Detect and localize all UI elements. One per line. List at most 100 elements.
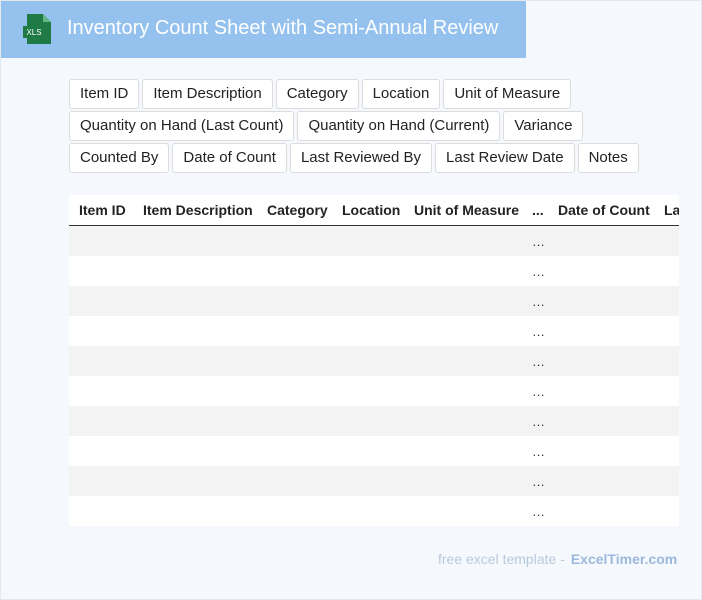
field-chip[interactable]: Variance [503, 111, 584, 141]
table-row: … [69, 436, 679, 466]
table-cell [548, 496, 654, 526]
table-cell [548, 466, 654, 496]
table-row: … [69, 496, 679, 526]
table-cell [332, 496, 404, 526]
table-row: … [69, 406, 679, 436]
table-cell [257, 376, 332, 406]
table-cell [133, 436, 257, 466]
table-row: … [69, 256, 679, 286]
table-cell [133, 406, 257, 436]
table-cell [69, 225, 133, 256]
table-cell [332, 225, 404, 256]
table-cell [654, 436, 679, 466]
ellipsis-cell: … [522, 225, 548, 256]
table-cell [654, 346, 679, 376]
table-cell [332, 406, 404, 436]
field-chip[interactable]: Category [275, 79, 359, 109]
table-cell [404, 286, 522, 316]
header-row: Item ID Item Description Category Location U… [69, 195, 679, 226]
footer: free excel template - ExcelTimer.com [438, 551, 677, 567]
table-cell [332, 466, 404, 496]
icon-label: XLS [26, 28, 41, 37]
table-cell [257, 225, 332, 256]
table-cell [654, 406, 679, 436]
table-cell [654, 316, 679, 346]
header: XLS Inventory Count Sheet with Semi-Annu… [1, 1, 526, 58]
field-chip[interactable]: Item Description [142, 79, 273, 109]
ellipsis-cell: … [522, 436, 548, 466]
table-cell [654, 225, 679, 256]
table-cell [548, 256, 654, 286]
table-cell [548, 406, 654, 436]
table-row: … [69, 376, 679, 406]
footer-text: free excel template - [438, 551, 565, 567]
field-chip[interactable]: Quantity on Hand (Last Count) [69, 111, 295, 141]
field-chip[interactable]: Date of Count [172, 143, 287, 173]
table-cell [404, 466, 522, 496]
ellipsis-cell: … [522, 466, 548, 496]
title: Inventory Count Sheet with Semi-Annual R… [67, 17, 499, 39]
ellipsis-cell: … [522, 286, 548, 316]
ellipsis-cell: … [522, 346, 548, 376]
column-header: Category [257, 195, 332, 226]
ellipsis-cell: … [522, 406, 548, 436]
column-header: Unit of Measure [404, 195, 522, 226]
table-cell [404, 376, 522, 406]
table-cell [404, 406, 522, 436]
ellipsis-cell: … [522, 496, 548, 526]
table-cell [332, 346, 404, 376]
table-row: … [69, 316, 679, 346]
ellipsis-cell: … [522, 256, 548, 286]
table-cell [257, 406, 332, 436]
table: Item ID Item Description Category Location U… [69, 195, 679, 526]
field-chip[interactable]: Quantity on Hand (Current) [297, 111, 501, 141]
table-cell [257, 496, 332, 526]
table-cell [404, 346, 522, 376]
table-cell [257, 436, 332, 466]
table-cell [548, 346, 654, 376]
table-cell [133, 225, 257, 256]
table-row: … [69, 466, 679, 496]
table-cell [332, 256, 404, 286]
field-chip[interactable]: Unit of Measure [443, 79, 572, 109]
table-cell [69, 286, 133, 316]
table-cell [548, 225, 654, 256]
table-cell [133, 346, 257, 376]
column-header: Item ID [69, 195, 133, 226]
table-cell [548, 436, 654, 466]
table-cell [654, 466, 679, 496]
table-cell [133, 496, 257, 526]
field-chip[interactable]: Last Reviewed By [289, 143, 433, 173]
table-cell [654, 376, 679, 406]
field-chip[interactable]: Counted By [69, 143, 170, 173]
xls-icon: XLS [23, 14, 51, 44]
table-cell [654, 286, 679, 316]
table-cell [332, 316, 404, 346]
table-cell [654, 256, 679, 286]
table-cell [257, 346, 332, 376]
table-cell [257, 286, 332, 316]
table-cell [257, 256, 332, 286]
table-cell [548, 316, 654, 346]
column-header: Last Reviewed By [654, 195, 679, 226]
table-cell [548, 376, 654, 406]
table-cell [69, 496, 133, 526]
field-chip[interactable]: Last Review Date [435, 143, 575, 173]
table-row: … [69, 286, 679, 316]
table-cell [69, 436, 133, 466]
table-cell [332, 376, 404, 406]
table-cell [69, 376, 133, 406]
field-chip[interactable]: Notes [577, 143, 639, 173]
ellipsis-cell: … [522, 376, 548, 406]
table-body: ………………………… [69, 225, 679, 526]
field-chip[interactable]: Item ID [69, 79, 140, 109]
table-cell [69, 346, 133, 376]
table-cell [133, 316, 257, 346]
field-chips: Item ID Item Description Category Location U… [69, 79, 683, 173]
table-row: … [69, 225, 679, 256]
table-cell [404, 256, 522, 286]
field-chip[interactable]: Location [361, 79, 441, 109]
footer-link[interactable]: ExcelTimer.com [570, 551, 678, 567]
table-cell [133, 376, 257, 406]
